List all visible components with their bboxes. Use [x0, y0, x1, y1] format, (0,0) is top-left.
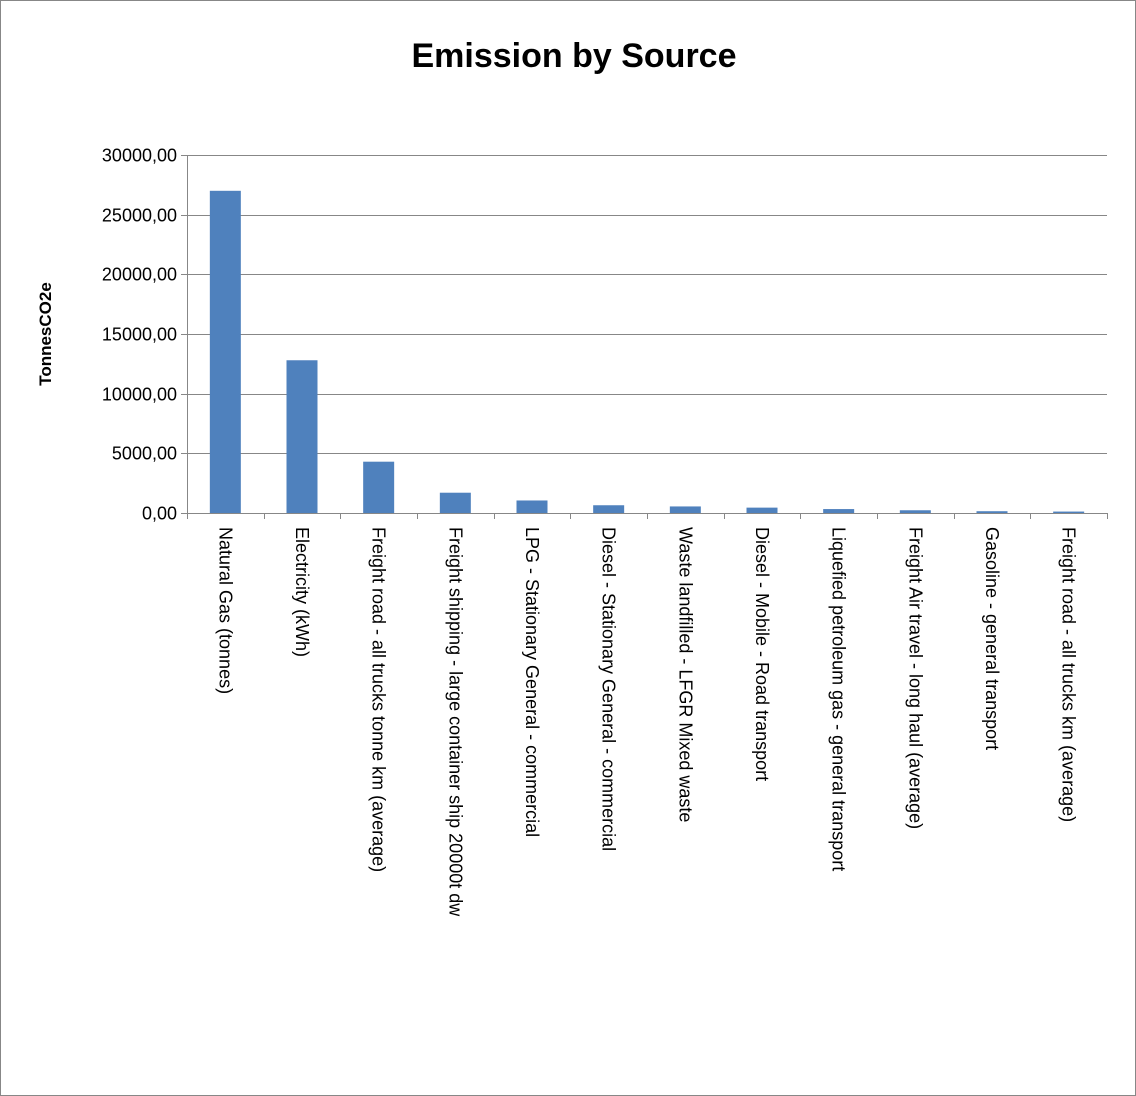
x-tick-label: Diesel - Mobile - Road transport: [752, 527, 772, 781]
y-tick-label: 0,00: [142, 504, 177, 524]
x-tick-label: Gasoline - general transport: [982, 527, 1002, 750]
bar: [823, 509, 855, 513]
axes: [187, 155, 1108, 519]
x-tick-label: Freight shipping - large container ship …: [445, 527, 465, 917]
bar: [286, 360, 318, 513]
bar: [669, 506, 701, 513]
y-tick-label: 25000,00: [102, 206, 177, 226]
bars: [209, 190, 1085, 514]
x-tick-label: Diesel - Stationary General - commercial: [599, 527, 619, 851]
chart-title: Emission by Source: [412, 37, 737, 75]
gridlines: [181, 155, 1107, 514]
y-tick-label: 5000,00: [112, 444, 177, 464]
x-tick-label: Liquefied petroleum gas - general transp…: [829, 527, 849, 871]
bar: [976, 511, 1008, 513]
x-tick-label: Waste landfilled - LFGR Mixed waste: [675, 527, 695, 822]
x-tick-label: Freight road - all trucks km (average): [1059, 527, 1079, 822]
bar: [209, 190, 241, 514]
y-tick-label: 15000,00: [102, 325, 177, 345]
x-tick-label: Freight road - all trucks tonne km (aver…: [369, 527, 389, 872]
bar: [516, 500, 548, 513]
x-tick-label: Electricity (kWh): [292, 527, 312, 657]
y-tick-label: 30000,00: [102, 146, 177, 166]
x-tick-label: Freight Air travel - long haul (average): [905, 527, 925, 829]
bar: [593, 505, 625, 513]
y-tick-labels: 0,00 5000,00 10000,00 15000,00 20000,00 25000…: [102, 146, 177, 524]
x-tick-label: LPG - Stationary General - commercial: [522, 527, 542, 837]
y-axis-label: TonnesCO2e: [36, 282, 55, 386]
y-tick-label: 20000,00: [102, 265, 177, 285]
bar: [1053, 511, 1085, 513]
bar: [439, 492, 471, 513]
x-tick-label: Natural Gas (tonnes): [215, 527, 235, 694]
bar: [746, 507, 778, 513]
bar: [899, 510, 931, 513]
bar: [363, 461, 395, 513]
y-tick-label: 10000,00: [102, 385, 177, 405]
x-tick-labels: Natural Gas (tonnes) Electricity (kWh) Fre…: [215, 527, 1078, 917]
